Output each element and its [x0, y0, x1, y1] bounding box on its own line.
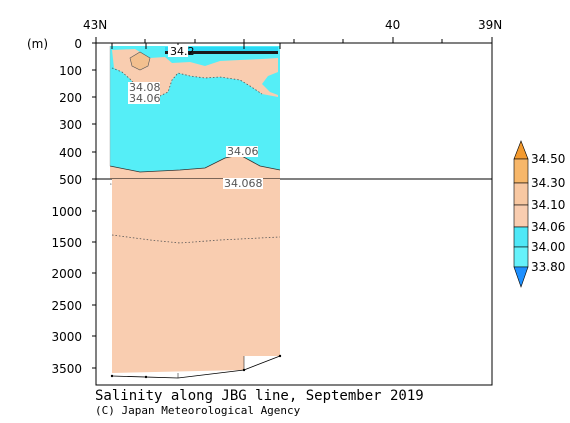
colorbar-bin	[513, 158, 529, 184]
colorbar-label: 34.00	[531, 240, 565, 254]
contour-label-bg	[226, 146, 258, 157]
deep-orange-lower	[112, 179, 280, 373]
y-tick-label: 0	[74, 37, 82, 51]
y-tick-label: 1500	[51, 236, 82, 250]
y-tick-label: 100	[59, 64, 82, 78]
colorbar: 34.50 34.30 34.10 34.06 34.00 33.80	[513, 140, 565, 288]
chart-credit: (C) Japan Meteorological Agency	[95, 404, 301, 417]
bottom-marker	[144, 375, 148, 379]
upper-section	[109, 46, 281, 188]
y-tick-label: 3000	[51, 330, 82, 344]
x-tick-label-39n: 39N	[478, 18, 502, 32]
y-tick-label: 2000	[51, 267, 82, 281]
surface-dark-strip	[165, 51, 278, 54]
chart-title: Salinity along JBG line, September 2019	[95, 388, 424, 404]
y-tick-label: 2500	[51, 299, 82, 313]
y-tick-label: 300	[59, 118, 82, 132]
contour-label-34-06-b: 34.06	[227, 145, 259, 158]
deep-orange-upper	[110, 155, 280, 179]
contour-deep-dotted	[111, 234, 281, 244]
colorbar-bin	[513, 182, 529, 206]
contour-label-bg	[128, 93, 160, 104]
contour-label-34-2: 34.2	[170, 45, 195, 58]
colorbar-bin	[513, 204, 529, 228]
x-axis: 43N 40 39N	[83, 18, 502, 43]
colorbar-label: 34.30	[531, 176, 565, 190]
bottom-marker	[242, 368, 246, 372]
colorbar-label: 34.06	[531, 220, 565, 234]
y-tick-label: 200	[59, 91, 82, 105]
colorbar-label: 34.10	[531, 198, 565, 212]
y-axis-label: (m)	[27, 37, 48, 51]
colorbar-bottom-arrow	[513, 266, 529, 288]
y-tick-label: 500	[59, 173, 82, 187]
colorbar-label: 34.50	[531, 152, 565, 166]
bottom-notch	[177, 356, 245, 378]
x-tick-label-40: 40	[385, 18, 400, 32]
contour-label-34-08: 34.08	[129, 81, 161, 94]
y-axis: 0 100 200 300 400 500 1000 1500 2000 250…	[51, 37, 96, 376]
bottom-marker	[110, 374, 114, 378]
contour-34-06-upper	[109, 154, 281, 173]
contour-label-34-068: 34.068	[224, 177, 263, 190]
contour-label-bg	[223, 178, 263, 189]
y-tick-label: 3500	[51, 362, 82, 376]
colorbar-bin	[513, 226, 529, 248]
colorbar-bin	[513, 246, 529, 268]
colorbar-top-arrow	[513, 140, 529, 160]
lower-section	[110, 179, 282, 379]
surface-dark-patch	[129, 51, 151, 71]
y-tick-label: 1000	[51, 205, 82, 219]
x-tick-label-43n: 43N	[83, 18, 107, 32]
colorbar-label: 33.80	[531, 260, 565, 274]
bottom-marker	[278, 354, 282, 358]
contour-label-bg	[128, 82, 160, 93]
y-tick-label: 400	[59, 146, 82, 160]
contour-label-34-06: 34.06	[129, 92, 161, 105]
contour-label-bg	[168, 45, 188, 57]
